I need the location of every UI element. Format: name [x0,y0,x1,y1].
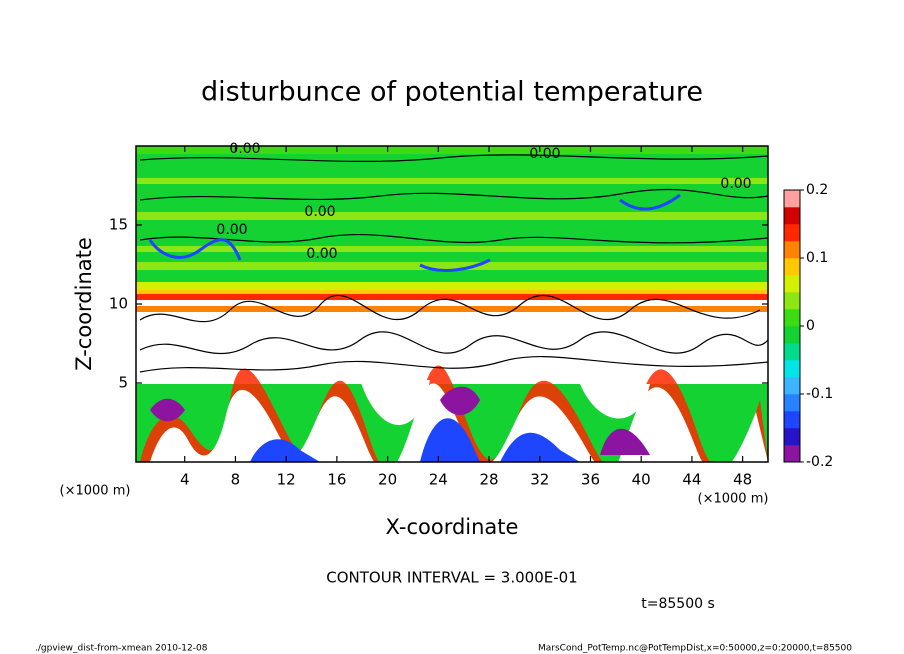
x-tick-label: 24 [429,471,448,489]
colorbar-segment [784,394,800,412]
x-axis-label: X-coordinate [386,515,519,539]
contour-label: 0.00 [304,204,335,220]
contour-label: 0.00 [529,146,560,162]
colorbar-tick-label: 0.2 [806,182,828,198]
x-tick-label: 12 [277,471,296,489]
colorbar-segment [784,241,800,259]
colorbar-segment [784,207,800,225]
colorbar-segment [784,224,800,242]
y-tick-label: 15 [109,216,128,234]
chart-title: disturbunce of potential temperature [201,77,703,108]
x-tick-label: 20 [378,471,397,489]
y-unit: (×1000 m) [60,484,131,499]
x-tick-label: 32 [530,471,549,489]
x-tick-label: 16 [327,471,346,489]
colorbar-tick-label: -0.2 [806,454,833,470]
y-tick-label: 10 [109,295,128,313]
footer-right: MarsCond_PotTemp.nc@PotTempDist,x=0:5000… [538,644,852,654]
colorbar-segment [784,326,800,344]
colorbar-segment [784,377,800,395]
x-tick-label: 8 [231,471,241,489]
colorbar-segment [784,360,800,378]
colorbar-segment [784,292,800,310]
x-unit: (×1000 m) [698,492,769,507]
x-tick-label: 44 [682,471,701,489]
contour-label: 0.00 [216,222,247,238]
colorbar-segment [784,190,800,208]
y-tick-label: 5 [118,374,128,392]
colorbar-segment [784,258,800,276]
contour-label: 0.00 [229,141,260,157]
colorbar-segment [784,428,800,446]
colorbar-segment [784,411,800,429]
colorbar-tick-label: 0 [806,318,815,334]
x-tick-label: 36 [581,471,600,489]
footer-left: ./gpview_dist-from-xmean 2010-12-08 [35,644,208,654]
colorbar-segment [784,343,800,361]
time-label: t=85500 s [641,596,715,612]
colorbar-tick-label: -0.1 [806,386,833,402]
x-tick-label: 48 [733,471,752,489]
contour-interval: CONTOUR INTERVAL = 3.000E-01 [326,569,577,587]
colorbar-segment [784,275,800,293]
y-axis-label: Z-coordinate [72,237,96,371]
field [136,146,768,462]
colorbar-tick-label: 0.1 [806,250,828,266]
contour-label: 0.00 [306,246,337,262]
colorbar-segment [784,309,800,327]
x-tick-label: 40 [632,471,651,489]
x-tick-label: 28 [479,471,498,489]
colorbar-segment [784,445,800,463]
contour-label: 0.00 [720,176,751,192]
x-tick-label: 4 [180,471,190,489]
